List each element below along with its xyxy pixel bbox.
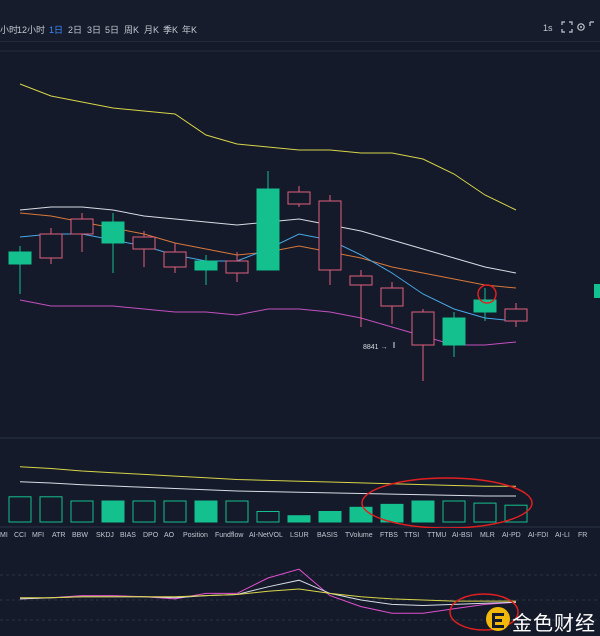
tf-year[interactable]: 年K	[182, 25, 198, 35]
tf-5d[interactable]: 5日	[105, 25, 120, 35]
indicator-tab-tvolume[interactable]: TVolume	[345, 532, 373, 539]
indicator-tab-ttmu[interactable]: TTMU	[427, 532, 447, 539]
oscillator-line	[20, 588, 516, 602]
candle-body	[318, 200, 342, 271]
price-marker-label: 8841 →	[363, 344, 388, 351]
candle-body	[504, 308, 528, 322]
interval-label[interactable]: 1s	[543, 23, 553, 33]
indicator-tab-dpo[interactable]: DPO	[143, 532, 159, 539]
oscillator-line	[19, 579, 517, 607]
logo-text: 金色财经	[512, 611, 596, 635]
tf-hour[interactable]: 小时	[0, 25, 19, 35]
candle-body	[101, 221, 125, 244]
indicator-tab-cci[interactable]: CCI	[14, 532, 27, 539]
settings-icon[interactable]	[575, 21, 587, 33]
candle-body	[8, 251, 32, 265]
expand-icon[interactable]	[561, 21, 573, 33]
volume-ma-line	[19, 466, 516, 487]
logo-badge	[486, 607, 510, 631]
volume-bar	[8, 496, 32, 523]
tf-2d[interactable]: 2日	[68, 25, 83, 35]
timeframe-toolbar: 小时 12小时 1日 2日 3日 5日 周K 月K 季K 年K 1s	[0, 0, 600, 42]
indicator-tab-mlr[interactable]: MLR	[480, 532, 495, 539]
indicator-tab-basis[interactable]: BASIS	[317, 532, 338, 539]
indicator-tab-mi[interactable]: MI	[0, 532, 8, 539]
volume-bar	[132, 500, 156, 523]
candle-body	[194, 260, 218, 271]
indicator-tab-ai-bsi[interactable]: AI-BSI	[452, 532, 473, 539]
volume-ma-line-2	[19, 481, 516, 497]
indicator-tab-ftbs[interactable]: FTBS	[380, 532, 398, 539]
volume-bar	[349, 506, 373, 523]
volume-bar	[39, 496, 63, 523]
indicator-tab-atr[interactable]: ATR	[52, 532, 66, 539]
tf-3d[interactable]: 3日	[87, 25, 102, 35]
candle-body	[225, 260, 249, 274]
candle-body	[39, 233, 63, 259]
volume-bar	[442, 500, 466, 523]
volume-bar	[411, 500, 435, 523]
candle-body	[411, 311, 435, 346]
annotation-ellipse	[449, 593, 519, 631]
volume-bar	[163, 500, 187, 523]
volume-bar	[256, 511, 280, 523]
indicator-tab-ao[interactable]: AO	[164, 532, 175, 539]
volume-bar	[318, 511, 342, 523]
annotation-circle	[477, 284, 497, 304]
indicator-tab-fr[interactable]: FR	[578, 532, 588, 539]
indicator-tab-ai-pd[interactable]: AI-PD	[502, 532, 521, 539]
tf-quarter[interactable]: 季K	[163, 25, 179, 35]
volume-bar	[70, 500, 94, 523]
candle-body	[256, 188, 280, 271]
tf-12h[interactable]: 12小时	[17, 25, 46, 35]
edge-price-tag	[594, 284, 600, 298]
candle-body	[287, 191, 311, 205]
candle-body	[132, 236, 156, 250]
ma-line	[19, 83, 517, 211]
indicator-tab-position[interactable]: Position	[183, 532, 208, 539]
indicator-tab-skdj[interactable]: SKDJ	[96, 532, 114, 539]
candle-body	[163, 251, 187, 268]
oscillator-line	[19, 568, 517, 614]
volume-bar	[101, 500, 125, 523]
volume-bar	[194, 500, 218, 523]
volume-bar	[504, 504, 528, 523]
volume-bar	[287, 515, 311, 523]
indicator-tab-bias[interactable]: BIAS	[120, 532, 136, 539]
indicator-tab-ai-fdi[interactable]: AI-FDI	[528, 532, 549, 539]
candle-body	[442, 317, 466, 346]
indicator-tab-ai-li[interactable]: AI-LI	[555, 532, 570, 539]
candle-body	[70, 218, 94, 235]
indicator-tab-lsur[interactable]: LSUR	[290, 532, 309, 539]
indicator-bar	[0, 528, 600, 544]
indicator-tab-mfi[interactable]: MFI	[32, 532, 45, 539]
tf-month[interactable]: 月K	[144, 25, 160, 35]
indicator-tab-ttsi[interactable]: TTSI	[404, 532, 420, 539]
candle-body	[380, 287, 404, 307]
tf-week[interactable]: 周K	[124, 25, 140, 35]
tf-1d[interactable]: 1日	[49, 25, 64, 35]
indicator-tab-bbw[interactable]: BBW	[72, 532, 88, 539]
volume-bar	[225, 500, 249, 523]
indicator-tab-fundflow[interactable]: Fundflow	[215, 532, 244, 539]
candle-body	[349, 275, 373, 286]
volume-bar	[473, 502, 497, 523]
fullscreen-icon[interactable]	[589, 21, 600, 33]
indicator-tab-ai-netvol[interactable]: AI-NetVOL	[249, 532, 283, 539]
ma-line	[19, 299, 517, 346]
